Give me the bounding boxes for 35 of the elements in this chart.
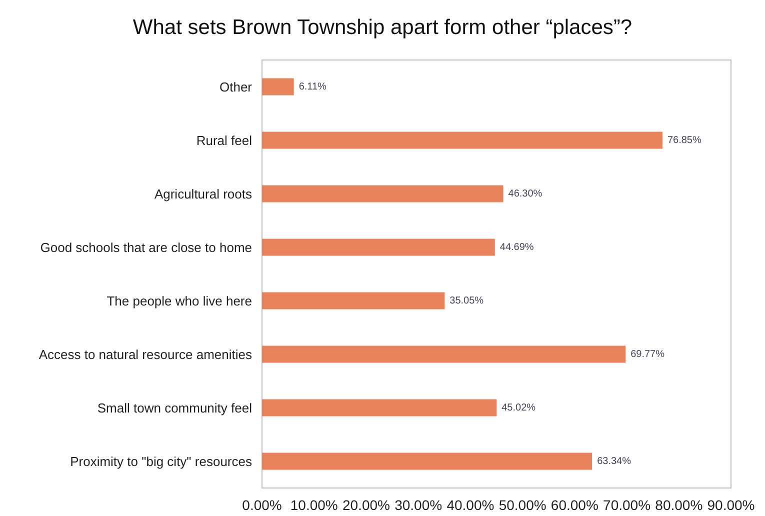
y-tick-label: Proximity to "big city" resources — [70, 454, 252, 469]
y-tick-label: Agricultural roots — [154, 186, 252, 202]
data-label: 35.05% — [450, 295, 484, 306]
chart-title: What sets Brown Township apart form other “places”? — [132, 16, 632, 39]
x-tick-label: 20.00% — [342, 497, 390, 513]
data-label: 6.11% — [298, 81, 327, 92]
y-tick-label: Rural feel — [196, 132, 252, 148]
x-tick-label: 0.00% — [242, 497, 282, 513]
x-tick-label: 70.00% — [603, 497, 651, 513]
bar — [262, 185, 504, 202]
y-tick-label: Small town community feel — [97, 400, 252, 416]
y-tick-label: Other — [219, 79, 253, 94]
y-tick-label: Good schools that are close to home — [40, 240, 252, 255]
data-label: 46.30% — [508, 188, 542, 200]
bar — [262, 399, 497, 416]
x-tick-label: 80.00% — [655, 497, 703, 513]
x-tick-label: 90.00% — [707, 497, 755, 513]
data-label: 76.85% — [667, 134, 702, 146]
bar — [262, 452, 592, 470]
data-label: 44.69% — [500, 242, 534, 253]
bar — [262, 238, 495, 256]
x-tick-label: 10.00% — [290, 497, 338, 513]
bar — [262, 78, 294, 96]
bar — [262, 132, 662, 149]
y-tick-label: The people who live here — [106, 293, 252, 308]
data-label: 45.02% — [502, 402, 536, 414]
bar — [262, 292, 445, 310]
data-label: 63.34% — [597, 456, 632, 467]
y-tick-label: Access to natural resource amenities — [38, 346, 252, 362]
x-tick-label: 50.00% — [498, 497, 546, 513]
x-tick-label: 60.00% — [550, 497, 598, 513]
x-tick-label: 30.00% — [394, 497, 442, 513]
bar — [262, 346, 626, 363]
x-tick-label: 40.00% — [446, 497, 494, 513]
data-label: 69.77% — [630, 348, 665, 360]
